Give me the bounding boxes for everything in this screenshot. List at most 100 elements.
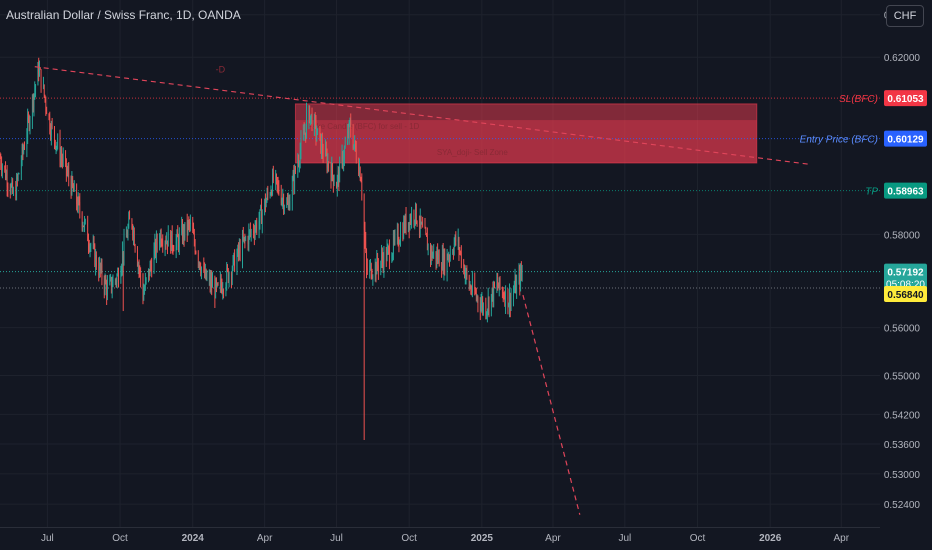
candle[interactable]	[223, 288, 225, 299]
candle[interactable]	[314, 112, 316, 129]
candle[interactable]	[447, 253, 449, 261]
candle[interactable]	[239, 238, 241, 262]
candle[interactable]	[114, 278, 116, 285]
candle[interactable]	[519, 264, 521, 296]
candle[interactable]	[192, 216, 194, 233]
candle[interactable]	[59, 129, 61, 168]
candle[interactable]	[81, 211, 83, 232]
candle[interactable]	[149, 260, 151, 277]
candle[interactable]	[200, 262, 202, 277]
candle[interactable]	[165, 235, 167, 250]
candle[interactable]	[477, 295, 479, 313]
candle[interactable]	[366, 258, 368, 275]
candle[interactable]	[37, 61, 39, 86]
candle[interactable]	[446, 248, 448, 282]
candle[interactable]	[161, 238, 163, 247]
candle[interactable]	[236, 248, 238, 276]
candle[interactable]	[261, 209, 263, 234]
candle[interactable]	[87, 215, 89, 242]
candle[interactable]	[276, 176, 278, 193]
candle[interactable]	[374, 258, 376, 282]
candle[interactable]	[359, 166, 361, 182]
candle[interactable]	[365, 231, 367, 254]
candle[interactable]	[271, 189, 273, 197]
candle[interactable]	[227, 267, 229, 284]
candle[interactable]	[4, 165, 6, 173]
candle[interactable]	[189, 214, 191, 232]
candle[interactable]	[281, 197, 283, 207]
candle[interactable]	[505, 285, 507, 315]
candle[interactable]	[448, 254, 450, 267]
candle[interactable]	[28, 114, 30, 132]
candle[interactable]	[399, 239, 401, 245]
candle[interactable]	[89, 243, 91, 258]
candle[interactable]	[393, 229, 395, 246]
candle[interactable]	[275, 169, 277, 191]
candle[interactable]	[287, 193, 289, 206]
candle[interactable]	[116, 273, 118, 289]
candle[interactable]	[491, 287, 493, 302]
candle[interactable]	[184, 222, 186, 241]
candle[interactable]	[40, 69, 42, 93]
candle[interactable]	[242, 226, 244, 242]
candle[interactable]	[216, 282, 218, 288]
candle[interactable]	[5, 161, 7, 181]
candle[interactable]	[76, 183, 78, 211]
candle[interactable]	[360, 176, 362, 183]
candle[interactable]	[407, 222, 409, 233]
candle[interactable]	[400, 221, 402, 247]
candle[interactable]	[498, 277, 500, 297]
candle[interactable]	[220, 274, 222, 294]
candle[interactable]	[1, 156, 3, 177]
candle[interactable]	[381, 247, 383, 269]
price-level-lines[interactable]: SL(BFC) Entry Price (BFC) TP	[0, 94, 880, 289]
candle[interactable]	[110, 273, 112, 282]
candle[interactable]	[193, 228, 195, 247]
candle[interactable]	[381, 244, 383, 268]
candle[interactable]	[159, 233, 161, 251]
candle[interactable]	[12, 186, 14, 196]
candle[interactable]	[514, 268, 516, 294]
candle[interactable]	[219, 271, 221, 293]
candle[interactable]	[518, 263, 520, 285]
candle[interactable]	[175, 234, 177, 259]
candle[interactable]	[250, 228, 252, 242]
candle[interactable]	[106, 279, 108, 305]
candle[interactable]	[104, 273, 106, 296]
candle[interactable]	[166, 240, 168, 255]
candle[interactable]	[133, 225, 135, 246]
candle[interactable]	[42, 76, 44, 90]
candle[interactable]	[366, 248, 368, 279]
candle[interactable]	[457, 228, 459, 250]
candle[interactable]	[404, 213, 406, 233]
candle[interactable]	[430, 242, 432, 268]
candle[interactable]	[459, 247, 461, 256]
candle[interactable]	[238, 242, 240, 262]
candle[interactable]	[259, 209, 261, 230]
candle[interactable]	[103, 275, 105, 299]
candle[interactable]	[397, 223, 399, 247]
candle[interactable]	[43, 84, 45, 98]
candle[interactable]	[164, 240, 166, 257]
candle[interactable]	[83, 225, 85, 228]
candle[interactable]	[286, 197, 288, 208]
candle[interactable]	[110, 276, 112, 294]
candle[interactable]	[292, 169, 294, 182]
candle[interactable]	[264, 193, 266, 213]
candle[interactable]	[153, 242, 155, 274]
candle[interactable]	[260, 204, 262, 211]
candle[interactable]	[299, 142, 301, 169]
candle[interactable]	[370, 262, 372, 280]
candle[interactable]	[129, 210, 131, 220]
candle[interactable]	[444, 248, 446, 276]
candle[interactable]	[339, 156, 341, 183]
candle[interactable]	[313, 113, 315, 137]
candle[interactable]	[211, 272, 213, 288]
candle[interactable]	[266, 187, 268, 203]
candle[interactable]	[128, 211, 130, 229]
candle[interactable]	[44, 94, 46, 103]
candle[interactable]	[77, 192, 79, 214]
candle[interactable]	[243, 236, 245, 244]
candle[interactable]	[254, 220, 256, 241]
candle[interactable]	[347, 123, 349, 146]
